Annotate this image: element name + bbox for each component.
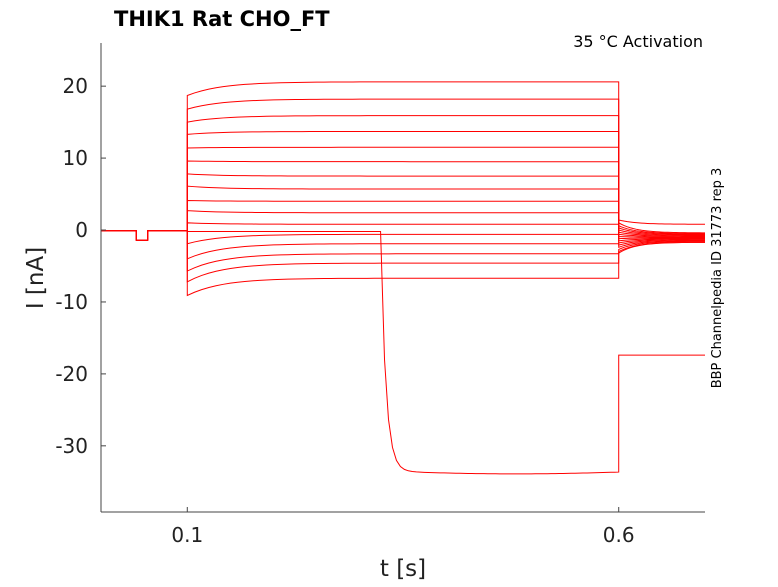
x-ticks: 0.1 0.6 <box>171 507 635 547</box>
sweep-trace <box>101 222 706 244</box>
sweep-trace <box>101 230 706 283</box>
sweep-trace <box>101 230 706 246</box>
sweep-trace <box>101 81 706 241</box>
y-tick-label: 20 <box>63 74 88 98</box>
sweep-trace <box>101 200 706 241</box>
sweep-trace <box>101 146 706 241</box>
x-axis-label: t [s] <box>380 556 426 582</box>
sweep-trace <box>101 115 706 241</box>
y-tick-label: -20 <box>55 362 88 386</box>
sweep-trace <box>101 185 706 241</box>
y-tick-label: 10 <box>63 146 88 170</box>
sweep-trace <box>101 230 706 297</box>
sweep-trace <box>101 230 706 260</box>
sweep-trace <box>101 173 706 241</box>
x-tick-label: 0.1 <box>171 523 203 547</box>
breakdown-sweep-trace <box>101 230 705 475</box>
x-tick-label: 0.6 <box>603 523 635 547</box>
sweep-trace <box>101 210 706 242</box>
y-axis-label: I [nA] <box>23 247 49 309</box>
channelpedia-id-label: BBP Channelpedia ID 31773 rep 3 <box>710 168 725 389</box>
y-tick-label: -30 <box>55 434 88 458</box>
sweep-trace <box>101 160 706 241</box>
y-ticks: 20 10 0 -10 -20 -30 <box>55 74 106 458</box>
condition-annotation: 35 °C Activation <box>573 32 703 51</box>
sweep-trace <box>101 130 706 241</box>
y-tick-label: 0 <box>75 218 88 242</box>
chart-title: THIK1 Rat CHO_FT <box>114 7 330 31</box>
y-tick-label: -10 <box>55 290 88 314</box>
traces <box>101 81 706 475</box>
sweep-trace <box>101 230 706 272</box>
sweep-trace <box>101 98 706 241</box>
